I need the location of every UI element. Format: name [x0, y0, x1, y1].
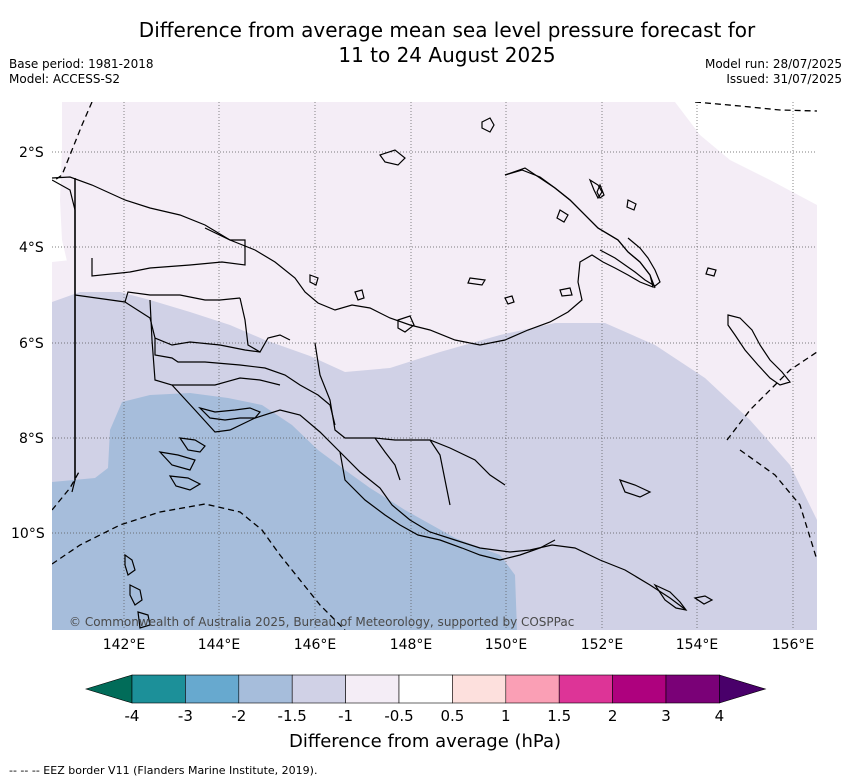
colorbar-box: [291, 674, 346, 704]
new-britain: [504, 167, 656, 289]
colorbar-box: [238, 674, 293, 704]
lon-label: 150°E: [485, 637, 528, 653]
lon-labels: 142°E 144°E 146°E 148°E 150°E 152°E 154°…: [103, 637, 815, 653]
colorbar-box: [398, 674, 453, 704]
colorbar-box: [345, 674, 400, 704]
colorbar-tick-label: 1.5: [547, 707, 571, 725]
gridlines: [52, 102, 817, 630]
base-period: Base period: 1981-2018: [9, 57, 154, 71]
lon-label: 154°E: [676, 637, 719, 653]
pressure-band-neg2-neg1.5: [52, 393, 517, 630]
colorbar-tick-label: -4: [125, 707, 140, 725]
colorbar-tick-label: -0.5: [384, 707, 413, 725]
eez-footnote: -- -- -- EEZ border V11 (Flanders Marine…: [9, 764, 318, 777]
colorbar-extend-low: [84, 674, 133, 704]
colorbar-title: Difference from average (hPa): [288, 731, 562, 752]
meta-left: Base period: 1981-2018 Model: ACCESS-S2: [9, 57, 154, 87]
lat-label: 10°S: [11, 526, 45, 542]
title-line-2: 11 to 24 August 2025: [338, 43, 556, 67]
colorbar-tick-label: 1: [501, 707, 511, 725]
lon-label: 152°E: [581, 637, 624, 653]
colorbar-tick-label: 0.5: [440, 707, 464, 725]
lat-label: 6°S: [19, 336, 44, 352]
colorbar-box: [185, 674, 240, 704]
lat-label: 4°S: [19, 240, 44, 256]
colorbar-box: [131, 674, 186, 704]
model-run: Model run: 28/07/2025: [704, 57, 842, 71]
colorbar-box: [505, 674, 560, 704]
colorbar-box: [665, 674, 720, 704]
new-ireland: [481, 117, 495, 133]
lat-label: 2°S: [19, 145, 44, 161]
title-line-1: Difference from average mean sea level p…: [138, 18, 756, 42]
colorbar: -4 -3 -2 -1.5 -1 -0.5 0.5 1 1.5 2 3 4: [84, 674, 767, 725]
issued-date: Issued: 31/07/2025: [726, 72, 842, 86]
map-area: [52, 102, 817, 630]
lon-label: 142°E: [103, 637, 146, 653]
colorbar-box: [558, 674, 613, 704]
colorbar-box: [452, 674, 507, 704]
colorbar-tick-label: 3: [661, 707, 671, 725]
coastlines: [52, 117, 792, 629]
colorbar-tick-label: -1: [338, 707, 353, 725]
lat-labels: 2°S 4°S 6°S 8°S 10°S: [11, 145, 45, 542]
lon-label: 156°E: [772, 637, 815, 653]
eez-borders: [52, 102, 817, 630]
colorbar-extend-high: [719, 674, 767, 704]
colorbar-tick-label: 4: [715, 707, 725, 725]
lon-label: 148°E: [390, 637, 433, 653]
lon-label: 144°E: [198, 637, 241, 653]
model-name: Model: ACCESS-S2: [9, 72, 121, 86]
copyright-text: © Commonwealth of Australia 2025, Bureau…: [69, 615, 574, 629]
meta-right: Model run: 28/07/2025 Issued: 31/07/2025: [705, 57, 842, 87]
lat-label: 8°S: [19, 431, 44, 447]
colorbar-tick-label: 2: [608, 707, 618, 725]
colorbar-tick-label: -1.5: [278, 707, 307, 725]
bougainville: [727, 314, 792, 386]
colorbar-tick-label: -2: [231, 707, 246, 725]
colorbar-tick-label: -3: [178, 707, 193, 725]
chart-title: Difference from average mean sea level p…: [0, 18, 850, 68]
colorbar-box: [612, 674, 667, 704]
lon-label: 146°E: [294, 637, 337, 653]
